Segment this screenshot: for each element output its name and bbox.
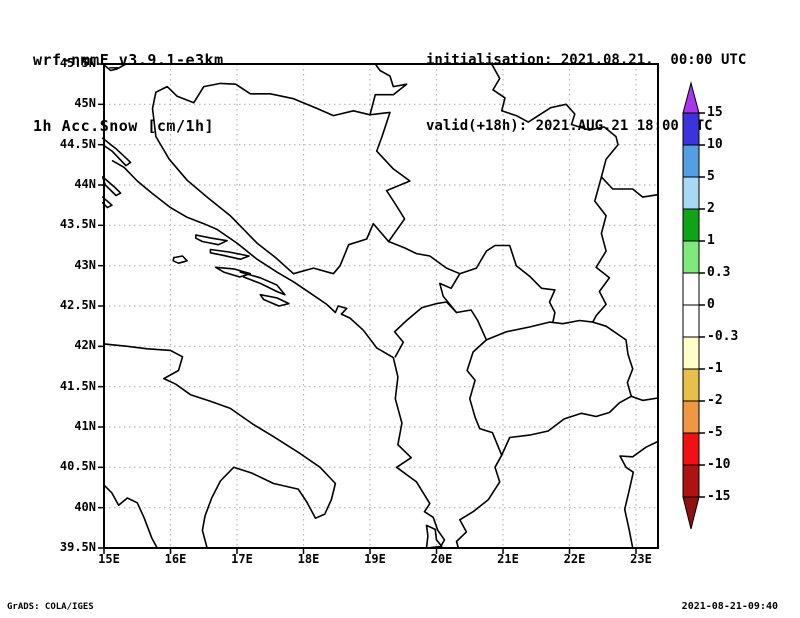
outline-thermaic-gulf-coast bbox=[619, 440, 659, 549]
y-tick-label-45.5N: 45.5N bbox=[59, 56, 96, 70]
outline-hvar-island bbox=[209, 248, 250, 260]
colorbar-label-15: 15 bbox=[707, 105, 723, 120]
y-tick-label-40.5N: 40.5N bbox=[59, 459, 96, 474]
grads-credit: GrADS: COLA/IGES bbox=[7, 602, 94, 612]
colorbar-segment-10 bbox=[682, 432, 700, 466]
colorbar-segment-1 bbox=[682, 144, 700, 178]
outline-pag-island bbox=[101, 137, 132, 167]
y-tick-label-42.5N: 42.5N bbox=[59, 298, 96, 312]
colorbar-label--1: -1 bbox=[707, 361, 723, 376]
colorbar-label-0.3: 0.3 bbox=[707, 265, 731, 280]
colorbar-label--10: -10 bbox=[707, 457, 731, 472]
outline-vis-island bbox=[172, 255, 188, 264]
outline-serbia-romania-danube bbox=[490, 63, 659, 198]
x-tick-label-19E: 19E bbox=[364, 552, 386, 566]
field-title: 1h Acc.Snow [cm/1h] bbox=[33, 117, 215, 135]
outline-danube-croatia-serbia bbox=[369, 63, 408, 116]
outline-mljet-island bbox=[259, 293, 290, 307]
creation-timestamp: 2021-08-21-09:40 bbox=[681, 601, 778, 612]
y-tick-label-42N: 42N bbox=[74, 338, 96, 353]
y-tick-label-39.5N: 39.5N bbox=[59, 540, 96, 554]
y-tick-label-44.5N: 44.5N bbox=[59, 136, 96, 151]
colorbar-label--2: -2 bbox=[707, 393, 723, 408]
x-tick-label-16E: 16E bbox=[164, 552, 187, 566]
valid-time: valid(+18h): 2021.AUG.21 18:00 UTC bbox=[426, 118, 713, 134]
outline-peljesac-peninsula bbox=[239, 271, 286, 296]
x-tick-label-23E: 23E bbox=[630, 552, 652, 566]
outline-corfu-island bbox=[425, 524, 443, 549]
colorbar-label-2: 2 bbox=[707, 201, 715, 216]
outline-kosovo-serbia-border bbox=[459, 244, 556, 323]
colorbar-segment-5 bbox=[682, 272, 700, 306]
x-tick-label-15E: 15E bbox=[98, 552, 120, 566]
outline-montenegro-serbia-kosovo bbox=[387, 240, 461, 314]
y-tick-label-40N: 40N bbox=[74, 499, 96, 514]
colorbar-segment-8 bbox=[682, 368, 700, 402]
y-tick-label-45N: 45N bbox=[74, 96, 96, 111]
colorbar-segment-4 bbox=[682, 240, 700, 274]
colorbar-label--5: -5 bbox=[707, 425, 723, 440]
colorbar-segment-2 bbox=[682, 176, 700, 210]
y-tick-label-44N: 44N bbox=[74, 177, 96, 191]
colorbar-label--15: -15 bbox=[707, 489, 731, 504]
outline-bosnia-border bbox=[151, 82, 411, 275]
outline-italy-adriatic-coast bbox=[103, 343, 337, 549]
outline-zadar-island bbox=[101, 176, 122, 197]
colorbar-segment-0 bbox=[682, 112, 700, 146]
colorbar-label--0.3: -0.3 bbox=[707, 329, 739, 344]
colorbar-arrow-down bbox=[682, 496, 700, 530]
colorbar-arrow-up bbox=[682, 81, 700, 114]
outline-montenegro-albania-kosovo bbox=[393, 301, 488, 358]
x-tick-label-18E: 18E bbox=[297, 552, 320, 566]
x-tick-label-17E: 17E bbox=[231, 552, 253, 566]
outline-italy-calabria-coast bbox=[103, 484, 158, 549]
outline-greece-bulgaria-border bbox=[630, 395, 659, 402]
outline-korcula-island bbox=[214, 266, 252, 278]
x-tick-label-20E: 20E bbox=[430, 552, 453, 566]
colorbar-label-0: 0 bbox=[707, 297, 715, 312]
outline-kvarner-coast bbox=[103, 63, 127, 72]
colorbar-label-10: 10 bbox=[707, 137, 723, 152]
title-block: wrf-nmmE_v3.9.1-e3km 1h Acc.Snow [cm/1h] bbox=[33, 5, 224, 181]
outline-dalmatia-albania-coast bbox=[111, 160, 446, 549]
colorbar-label-5: 5 bbox=[707, 169, 715, 184]
outline-brac-island bbox=[195, 234, 228, 246]
outline-albania-greece-border bbox=[455, 454, 503, 549]
y-tick-label-41N: 41N bbox=[74, 419, 96, 433]
colorbar-segment-7 bbox=[682, 336, 700, 370]
x-tick-label-21E: 21E bbox=[497, 552, 519, 566]
colorbar-label-1: 1 bbox=[707, 233, 715, 248]
colorbar-segment-9 bbox=[682, 400, 700, 434]
y-tick-label-43N: 43N bbox=[74, 257, 96, 272]
y-tick-label-43.5N: 43.5N bbox=[59, 217, 96, 232]
y-tick-label-41.5N: 41.5N bbox=[59, 378, 96, 393]
outline-serbia-bulgaria-border bbox=[592, 176, 611, 323]
colorbar-segment-6 bbox=[682, 304, 700, 338]
outline-macedonia-border bbox=[466, 319, 634, 456]
colorbar-segment-3 bbox=[682, 208, 700, 242]
x-tick-label-22E: 22E bbox=[563, 552, 586, 566]
colorbar-segment-11 bbox=[682, 464, 700, 498]
